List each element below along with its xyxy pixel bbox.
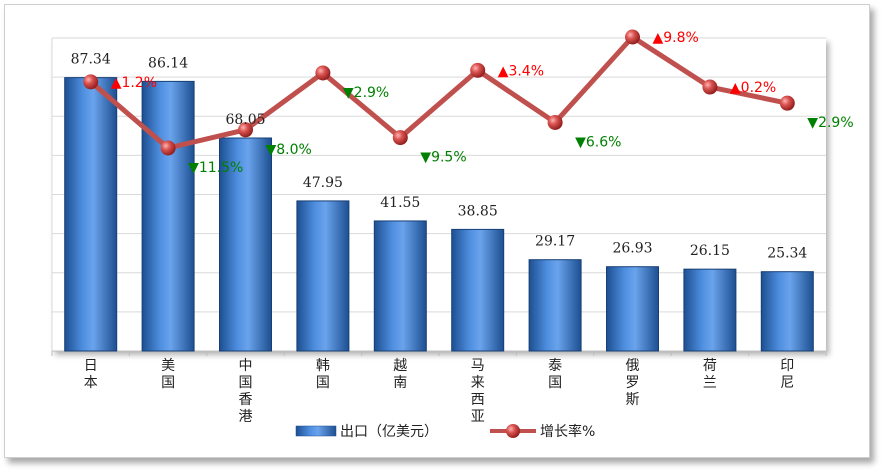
- growth-rate-point: [392, 130, 408, 146]
- bar-value-label: 87.34: [71, 52, 111, 68]
- growth-rate-point: [702, 79, 718, 95]
- category-label: 兰: [703, 375, 717, 391]
- growth-rate-point: [625, 29, 640, 45]
- bar: [64, 77, 118, 352]
- growth-rate-line: [89, 34, 788, 151]
- category-label: 美: [161, 358, 175, 374]
- growth-rate-point: [779, 95, 795, 111]
- growth-rate-point: [315, 65, 331, 81]
- category-label: 亚: [471, 409, 485, 425]
- bar: [528, 259, 582, 352]
- legend: 出口（亿美元） 增长率%: [295, 423, 595, 440]
- growth-rate-label: ▼6.6%: [575, 134, 621, 150]
- growth-rate-label: ▲0.2%: [730, 80, 776, 96]
- category-label: 斯: [626, 392, 640, 408]
- category-label: 荷: [703, 358, 717, 374]
- category-label: 国: [548, 375, 562, 391]
- bar-value-label: 47.95: [303, 175, 343, 191]
- legend-bar-swatch: [295, 425, 337, 437]
- category-label: 尼: [780, 375, 794, 391]
- growth-rate-label: ▲9.8%: [653, 30, 699, 46]
- category-label: 韩: [316, 358, 330, 374]
- bar-value-label: 68.05: [225, 112, 265, 128]
- category-label: 香: [239, 392, 253, 408]
- bar-value-label: 26.15: [690, 243, 730, 259]
- growth-rate-label: ▼2.9%: [343, 85, 389, 101]
- category-label: 中: [239, 358, 253, 374]
- growth-rate-point: [470, 62, 486, 78]
- legend-line-label: 增长率%: [540, 423, 595, 440]
- legend-line-marker: [506, 424, 520, 438]
- growth-rate-label: ▲1.2%: [111, 75, 157, 91]
- growth-rate-label: ▼11.5%: [188, 160, 243, 176]
- growth-rate-point: [160, 140, 176, 156]
- category-label: 本: [84, 375, 98, 391]
- category-label: 日: [84, 358, 98, 374]
- category-label: 泰: [548, 358, 562, 374]
- category-label: 越: [393, 358, 407, 374]
- category-label: 南: [393, 375, 407, 391]
- legend-bar-label: 出口（亿美元）: [340, 424, 438, 440]
- bar: [760, 271, 814, 352]
- category-label: 国: [239, 375, 253, 391]
- bar: [606, 266, 659, 352]
- bar-value-label: 86.14: [148, 55, 188, 71]
- category-label: 国: [161, 375, 175, 391]
- bar-value-label: 25.34: [767, 246, 807, 262]
- category-label: 印: [780, 358, 794, 374]
- bar: [141, 80, 195, 352]
- bar-series: [64, 77, 814, 352]
- bar: [683, 268, 737, 352]
- category-label: 国: [316, 375, 330, 391]
- bar-value-label: 38.85: [458, 203, 498, 219]
- growth-rate-point: [547, 114, 563, 130]
- bar-value-label: 26.93: [612, 241, 652, 257]
- bar-value-label: 29.17: [535, 234, 575, 250]
- category-label: 俄: [626, 358, 640, 374]
- growth-rate-label: ▼8.0%: [266, 142, 312, 158]
- bar-value-label: 41.55: [380, 195, 420, 211]
- growth-rate-label: ▼9.5%: [420, 150, 466, 166]
- category-label: 港: [239, 409, 253, 425]
- category-label: 罗: [626, 375, 640, 391]
- growth-rate-label: ▼2.9%: [807, 115, 853, 131]
- line-series: [83, 29, 795, 156]
- category-label: 马: [471, 358, 485, 374]
- growth-rate-point: [83, 74, 99, 90]
- data-labels: 87.34 86.14 68.05 47.95 41.55 38.85 29.17 26.93…: [71, 30, 854, 262]
- bar: [219, 137, 272, 352]
- bar: [451, 228, 505, 352]
- bar: [296, 200, 350, 352]
- category-label: 来: [471, 375, 485, 391]
- bar: [373, 220, 427, 352]
- growth-rate-label: ▲3.4%: [498, 63, 544, 79]
- category-label: 西: [471, 392, 485, 408]
- growth-rate-point: [238, 122, 253, 138]
